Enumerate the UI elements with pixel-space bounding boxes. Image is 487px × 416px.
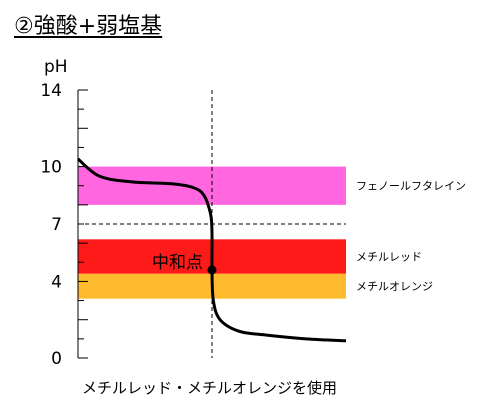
band-label-1: メチルレッド: [356, 251, 422, 264]
band-label-0: フェノールフタレイン: [356, 180, 466, 193]
chart-title: ②強酸+弱塩基: [14, 14, 163, 39]
y-tick-label-4: 0: [51, 349, 62, 369]
y-tick-label-0: 14: [40, 81, 62, 101]
y-tick-label-3: 4: [51, 272, 62, 292]
y-tick-label-1: 10: [40, 158, 62, 178]
y-ticks: [78, 89, 88, 359]
titration-curve: [77, 157, 347, 343]
y-tick-labels: 14 10 7 4 0: [40, 81, 62, 369]
y-axis-label: pH: [44, 57, 68, 77]
equivalence-point-label: 中和点: [152, 253, 203, 273]
equivalence-point-marker: [207, 265, 217, 275]
band-0: [78, 166, 346, 205]
y-tick-label-2: 7: [51, 215, 62, 235]
band-label-2: メチルオレンジ: [356, 280, 433, 293]
chart-caption: メチルレッド・メチルオレンジを使用: [82, 379, 338, 397]
